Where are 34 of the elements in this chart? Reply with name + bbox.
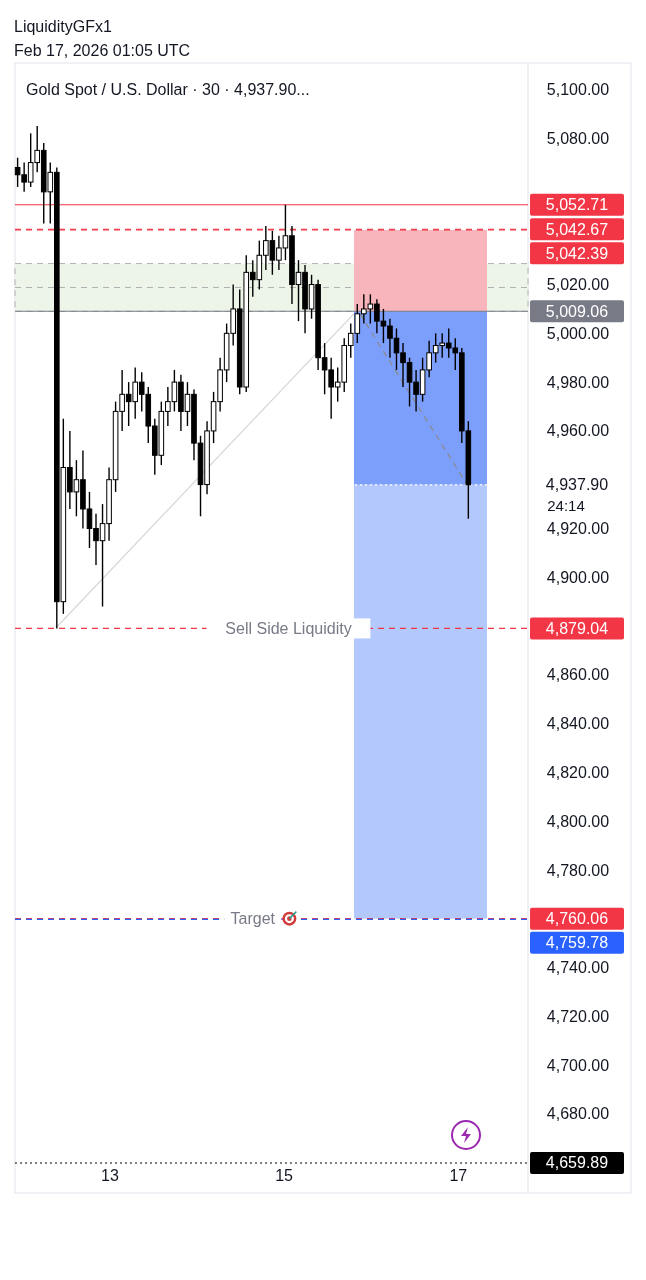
chart-subtitle: LiquidityGFx1 [14,18,112,35]
y-tick-label: 4,920.00 [546,519,610,537]
y-tick-label: 5,020.00 [546,276,610,294]
y-tick-label: 4,700.00 [546,1056,610,1074]
ref-line-label: 4,760.06 [545,910,609,928]
y-tick-label: 4,900.00 [546,568,610,586]
y-tick-label: 5,000.00 [546,324,610,342]
ref-line-label: 4,759.78 [545,934,609,952]
y-tick-label: 4,720.00 [546,1007,610,1025]
y-tick-label: 4,680.00 [546,1105,610,1123]
text: Gold Spot / U.S. Dollar · 30 · 4,937.90... [26,81,310,98]
ref-line-label: 4,937.90 24:14 [545,476,609,515]
annotation: Target [230,910,276,928]
ref-line-label: 4,879.04 [545,619,609,637]
y-tick-label: 4,740.00 [546,959,610,977]
ref-line-label: 5,052.71 [545,196,609,214]
y-tick-label: 4,820.00 [546,763,610,781]
y-tick-label: 4,800.00 [546,812,610,830]
x-tick-label: 17 [449,1167,468,1184]
ref-line-label: 5,042.67 [545,220,609,238]
y-tick-label: 4,960.00 [546,422,610,440]
y-tick-label: 5,100.00 [546,80,610,98]
y-tick-label: 4,860.00 [546,666,610,684]
y-tick-label: 5,080.00 [546,129,610,147]
y-tick-label: 4,980.00 [546,373,610,391]
ref-line-label: 5,009.06 [545,302,609,320]
annotation: Sell Side Liquidity [225,619,352,637]
ref-line-label: 5,042.39 [545,244,609,262]
x-tick-label: 13 [101,1167,119,1184]
ref-line-label: 4,659.89 [545,1154,609,1172]
y-tick-label: 4,840.00 [546,715,610,733]
text: Feb 17, 2026 01:05 UTC [14,42,191,59]
y-tick-label: 4,780.00 [546,861,610,879]
x-tick-label: 15 [275,1167,294,1184]
